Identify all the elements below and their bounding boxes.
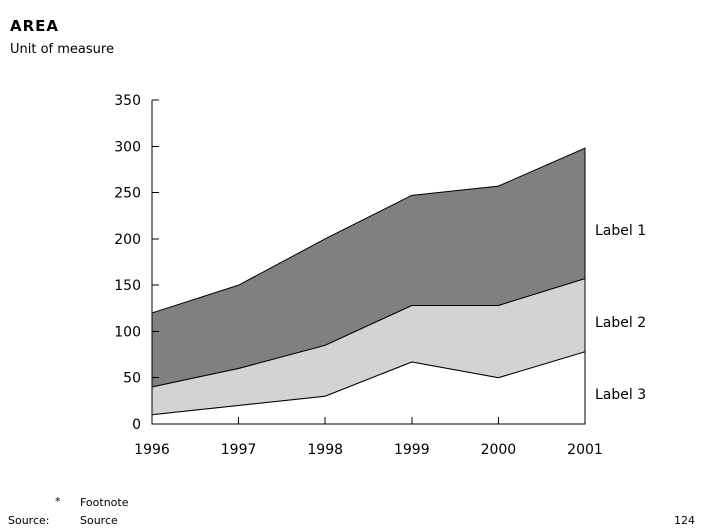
x-tick-label: 1998 <box>307 442 343 458</box>
x-tick-label: 1997 <box>221 442 257 458</box>
footnote-marker: * <box>55 495 61 508</box>
x-tick-label: 1999 <box>394 442 430 458</box>
series-label-1: Label 1 <box>595 223 647 239</box>
source-label: Source: <box>8 514 50 527</box>
y-tick-label: 200 <box>114 232 141 248</box>
page-number: 124 <box>674 514 695 527</box>
area-chart: 0 50 100 150 200 250 300 350 1996 1997 1998 1999 200… <box>114 93 603 458</box>
y-tick-label: 150 <box>114 278 141 294</box>
series-label-2: Label 2 <box>595 315 647 331</box>
page-subtitle: Unit of measure <box>10 42 114 57</box>
y-tick-label: 50 <box>123 371 141 387</box>
y-tick-label: 100 <box>114 324 141 340</box>
page-title: AREA <box>10 17 60 35</box>
y-tick-label: 0 <box>132 417 141 433</box>
footnote-text: Footnote <box>80 496 129 509</box>
y-tick-label: 250 <box>114 186 141 202</box>
x-tick-label: 2000 <box>481 442 517 458</box>
y-tick-label: 350 <box>114 93 141 109</box>
area-chart-canvas: 0 50 100 150 200 250 300 350 1996 1997 1998 1999 200… <box>114 93 603 458</box>
x-tick-label: 1996 <box>134 442 170 458</box>
x-tick-label: 2001 <box>567 442 603 458</box>
source-text: Source <box>80 514 118 527</box>
y-tick-label: 300 <box>114 139 141 155</box>
series-label-3: Label 3 <box>595 387 647 403</box>
